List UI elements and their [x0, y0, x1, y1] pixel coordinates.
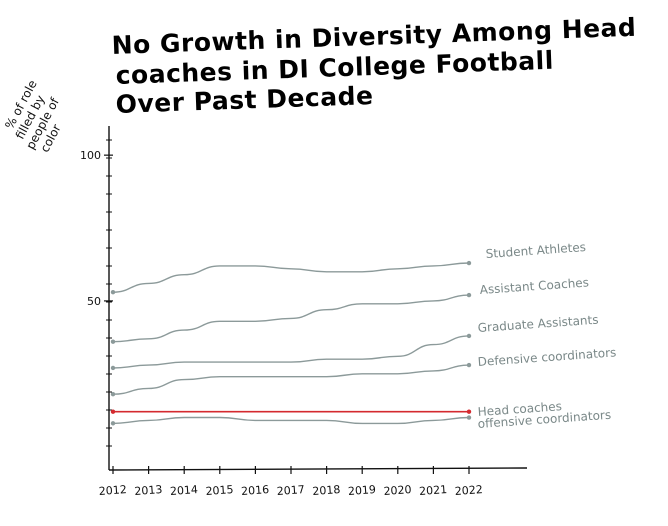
series-line-graduate-assistants [112, 335, 470, 369]
x-tick-label-2019: 2019 [348, 483, 377, 498]
series-end-point-offensive-coordinators [466, 415, 472, 420]
series-label-defensive-coordinators: Defensive coordinators [477, 345, 617, 369]
series-label-assistant-coaches: Assistant Coaches [479, 275, 589, 297]
y-tick-label-50: 50 [87, 295, 101, 308]
series-line-offensive-coordinators [112, 416, 470, 425]
series-start-point-defensive-coordinators [110, 392, 116, 397]
series-end-point-student-athletes [466, 260, 472, 266]
x-tick-label-2021: 2021 [419, 483, 448, 498]
x-tick-label-2012: 2012 [98, 483, 127, 498]
series-start-point-offensive-coordinators [110, 421, 116, 426]
series-end-point-assistant-coaches [466, 292, 472, 298]
y-tick-label-100: 100 [80, 149, 101, 162]
series-label-head-coaches: Head coaches [477, 399, 562, 419]
x-tick-label-2016: 2016 [241, 483, 270, 498]
series-end-point-defensive-coordinators [466, 362, 472, 368]
x-tick-label-2014: 2014 [170, 483, 199, 498]
x-tick-label-2020: 2020 [383, 483, 412, 498]
x-tick-label-2018: 2018 [312, 483, 341, 498]
series-end-point-head-coaches [466, 409, 472, 414]
series-line-assistant-coaches [112, 294, 470, 343]
series-start-point-student-athletes [110, 289, 116, 295]
chart-title: No Growth in Diversity Among Head coache… [111, 13, 637, 119]
x-axis-line [108, 467, 528, 471]
series-line-student-athletes [112, 262, 470, 293]
series-start-point-graduate-assistants [110, 365, 116, 371]
x-tick-label-2022: 2022 [454, 483, 483, 498]
y-axis-ticks: 100 50 [80, 149, 113, 308]
y-axis-minor-ticks [106, 139, 112, 447]
x-tick-label-2017: 2017 [276, 483, 305, 498]
series-start-point-assistant-coaches [110, 339, 116, 344]
series-label-graduate-assistants: Graduate Assistants [477, 313, 599, 335]
series-end-point-graduate-assistants [466, 333, 472, 339]
x-tick-label-2013: 2013 [134, 483, 163, 498]
series-start-point-head-coaches [110, 409, 116, 414]
series-line-defensive-coordinators [112, 364, 470, 395]
x-tick-label-2015: 2015 [205, 483, 234, 498]
series-label-student-athletes: Student Athletes [485, 240, 586, 261]
y-axis-label: % of role filled by people of color [2, 78, 63, 155]
x-axis-ticks: 2012 2013 2014 2015 2016 2017 2018 2019 2020 2021… [98, 466, 483, 498]
series-group: Student Athletes Assistant Coaches Graduat… [110, 240, 617, 431]
